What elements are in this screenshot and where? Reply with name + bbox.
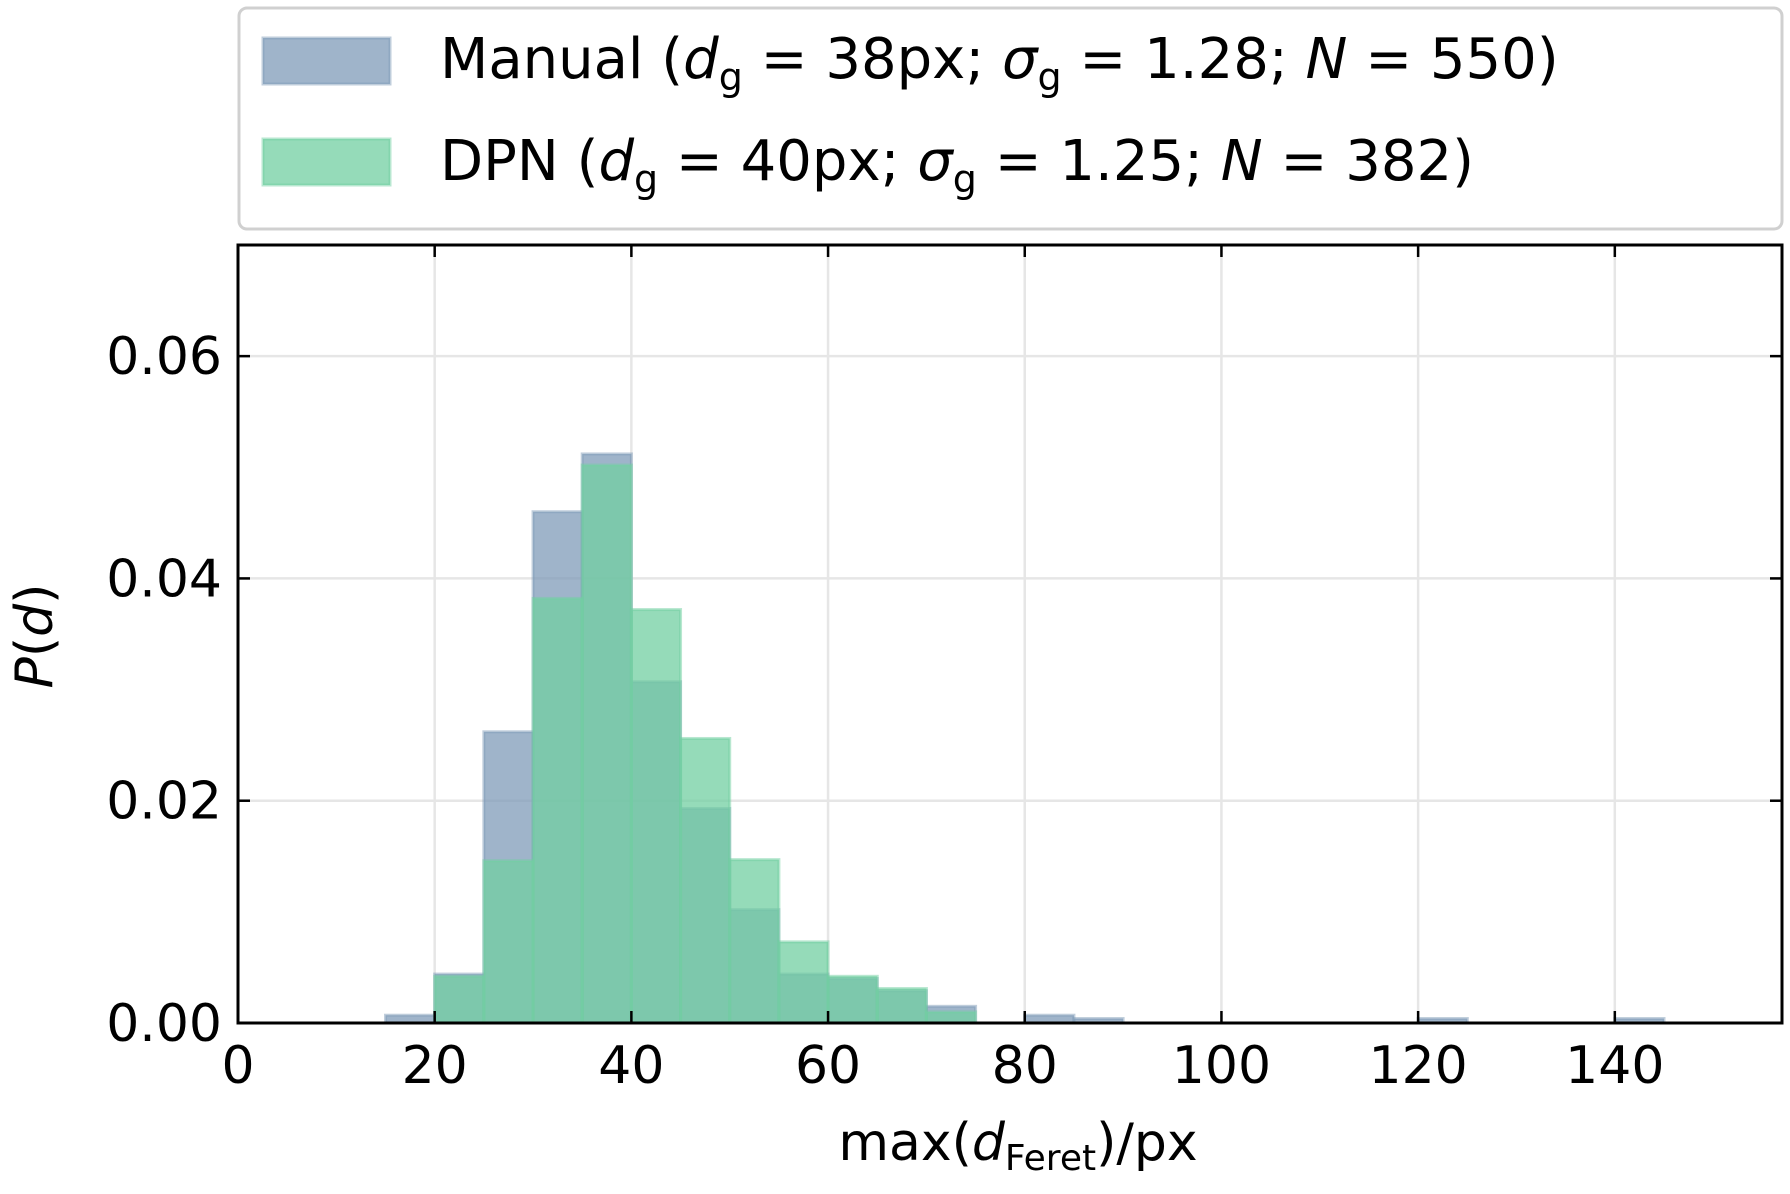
legend-swatch-manual (261, 36, 392, 86)
x-axis-label: max(dFeret)/px (838, 1113, 1197, 1179)
x-tick-label: 100 (1172, 1036, 1271, 1096)
x-tick-label: 80 (992, 1036, 1058, 1096)
x-tick-label: 60 (795, 1036, 861, 1096)
bar-dpn (924, 1010, 978, 1025)
bar-dpn (433, 974, 486, 1025)
tick-labels: 0 20 40 60 80 100 120 140 0.00 0.02 0.04 0.06 (106, 327, 1664, 1096)
legend-label-dpn: DPN (dg = 40px; σg = 1.25; N = 382) (440, 129, 1474, 201)
bar-dpn (728, 858, 781, 1025)
bar-dpn (580, 463, 633, 1025)
y-tick-label: 0.06 (106, 327, 222, 387)
plot-frame (236, 243, 1784, 1025)
legend-frame (237, 6, 1784, 231)
y-tick-label: 0.02 (106, 772, 222, 832)
bar-dpn (679, 736, 732, 1025)
grid (238, 245, 1782, 1023)
bar-dpn (875, 987, 928, 1025)
legend-swatch-dpn (261, 137, 392, 187)
bar-dpn (629, 608, 683, 1025)
bar-dpn (531, 596, 584, 1025)
legend: Manual (dg = 38px; σg = 1.28; N = 550) D… (237, 6, 1784, 231)
y-tick-label: 0.04 (106, 549, 222, 609)
x-tick-label: 0 (221, 1036, 254, 1096)
bar-dpn (482, 859, 535, 1025)
x-tick-label: 40 (598, 1036, 664, 1096)
y-axis-label: P(d) (5, 584, 65, 689)
series-dpn (433, 463, 978, 1025)
bar-dpn (826, 974, 879, 1025)
y-tick-label: 0.00 (106, 994, 222, 1054)
x-tick-label: 20 (402, 1036, 468, 1096)
legend-label-manual: Manual (dg = 38px; σg = 1.28; N = 550) (440, 27, 1559, 99)
bar-dpn (777, 940, 830, 1025)
axes (236, 243, 1784, 1025)
x-tick-label: 120 (1368, 1036, 1467, 1096)
x-tick-label: 140 (1565, 1036, 1664, 1096)
bars (384, 452, 1666, 1025)
